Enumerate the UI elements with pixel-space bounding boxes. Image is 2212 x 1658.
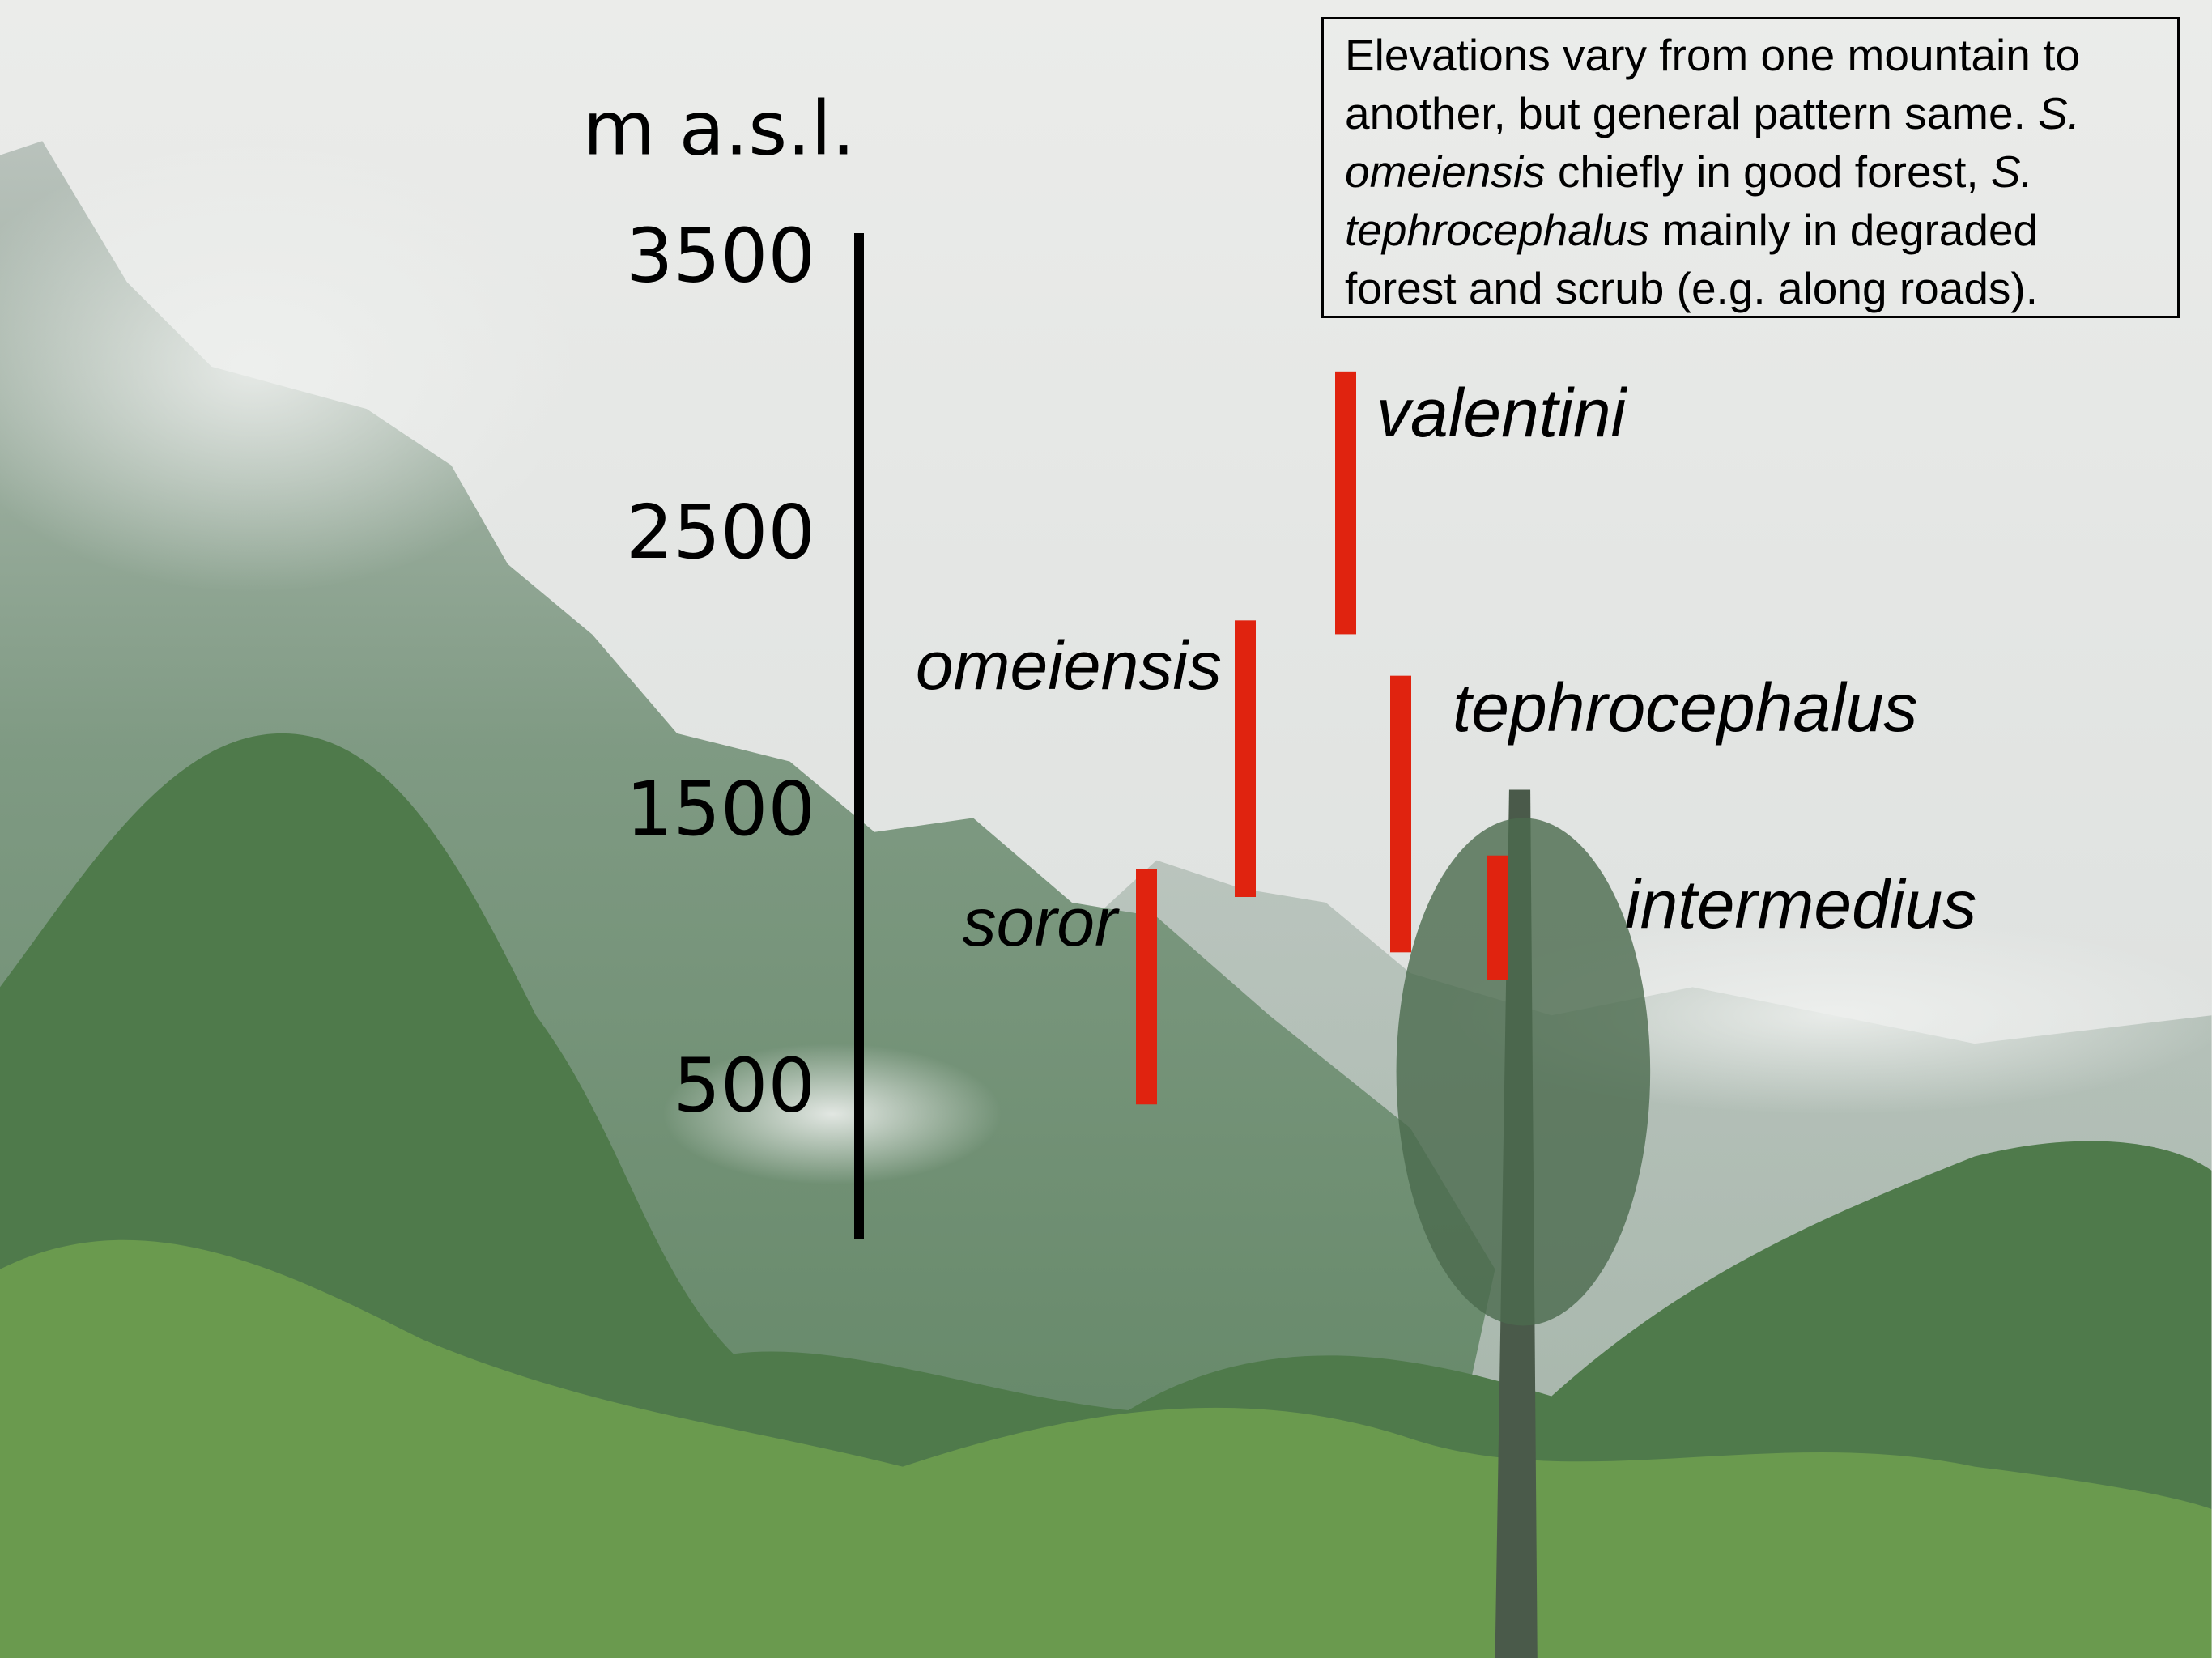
annotation-text: forest and scrub (e.g. along roads). [1345, 263, 2039, 313]
y-tick-label: 3500 [626, 213, 815, 300]
annotation-text: mainly in degraded [1649, 205, 2039, 255]
species-label: soror [963, 884, 1120, 960]
y-tick-label: 1500 [626, 766, 815, 852]
annotation-text: another, but general pattern same. [1345, 88, 2039, 138]
annotation-text: omeiensis [1345, 147, 1546, 197]
range-bar [1335, 371, 1356, 635]
y-tick-label: 2500 [626, 489, 815, 576]
species-label: valentini [1376, 375, 1628, 451]
species-label: intermedius [1625, 866, 1976, 942]
annotation-line: tephrocephalus mainly in degraded [1345, 201, 2177, 259]
range-bar [1487, 855, 1508, 980]
annotation-line: Elevations vary from one mountain to [1345, 26, 2177, 84]
annotation-text: chiefly in good forest, [1545, 147, 1991, 197]
annotation-line: another, but general pattern same. S. [1345, 84, 2177, 142]
y-axis-label: m a.s.l. [583, 85, 855, 172]
annotation-text: S. [1990, 147, 2033, 197]
annotation-text: tephrocephalus [1345, 205, 1650, 255]
y-tick-label: 500 [673, 1043, 815, 1129]
species-label: tephrocephalus [1453, 670, 1917, 746]
range-bar [1235, 620, 1256, 897]
species-label: omeiensis [916, 627, 1222, 704]
annotation-line: forest and scrub (e.g. along roads). [1345, 259, 2177, 317]
annotation-text: S. [2038, 88, 2081, 138]
range-bar [1390, 675, 1411, 953]
range-bar [1136, 869, 1157, 1105]
annotation-box: Elevations vary from one mountain to anot… [1321, 17, 2180, 318]
annotation-text: Elevations vary from one mountain to [1345, 30, 2080, 80]
annotation-line: omeiensis chiefly in good forest, S. [1345, 142, 2177, 201]
